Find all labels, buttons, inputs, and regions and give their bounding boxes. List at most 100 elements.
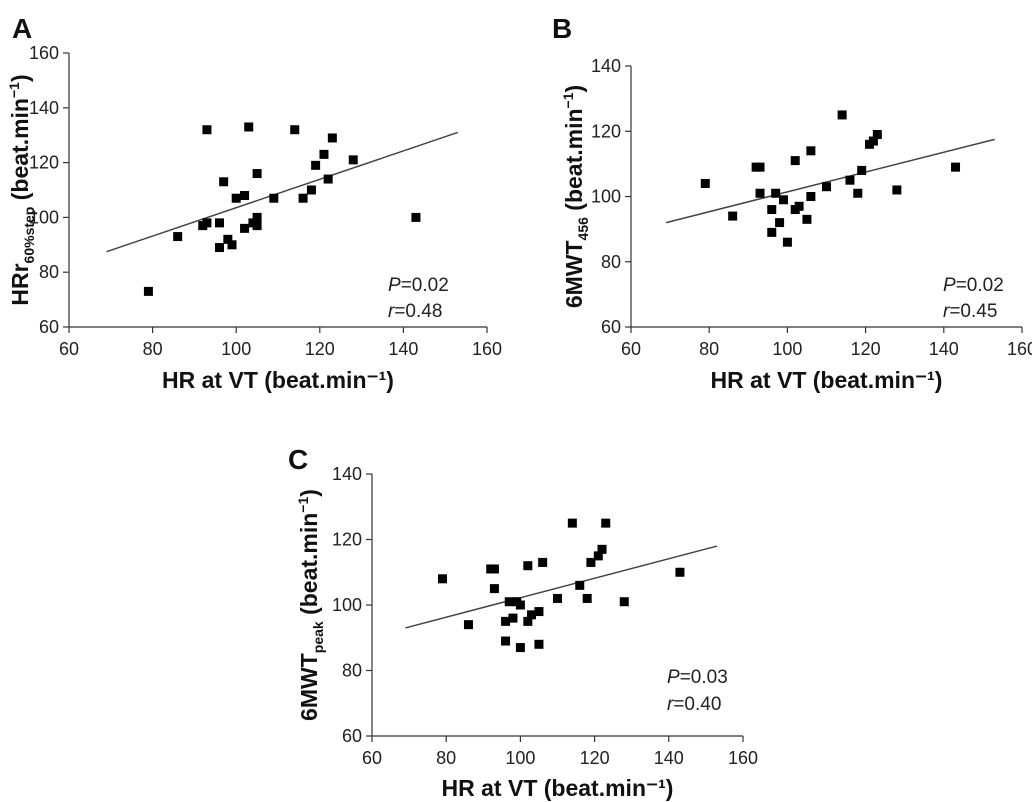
data-point (173, 232, 183, 242)
data-point (538, 557, 548, 567)
y-axis-title: 6MWTpeak (beat.min−1) (295, 489, 326, 721)
y-tick-label: 60 (39, 317, 59, 337)
data-point (227, 240, 237, 250)
data-point (252, 169, 262, 179)
x-tick-label: 80 (699, 339, 719, 359)
data-point (771, 188, 781, 198)
x-tick-label: 100 (221, 339, 251, 359)
data-point (269, 193, 279, 203)
data-point (790, 156, 800, 166)
data-point (327, 133, 337, 143)
data-point (202, 125, 212, 135)
data-point (822, 182, 831, 192)
data-point (219, 177, 229, 187)
data-point (143, 286, 153, 296)
data-point (214, 218, 224, 228)
x-tick-label: 100 (772, 339, 802, 359)
data-point (214, 243, 224, 253)
data-point (806, 192, 816, 201)
y-tick-label: 140 (29, 98, 59, 118)
data-point (619, 597, 629, 607)
y-tick-label: 120 (591, 121, 621, 141)
r-value-label: r=0.45 (943, 301, 997, 322)
y-tick-label: 100 (332, 595, 362, 615)
data-point (806, 146, 816, 156)
data-point (553, 593, 562, 603)
data-point (240, 190, 250, 200)
x-tick-label: 60 (621, 339, 641, 359)
data-point (593, 551, 603, 561)
data-point (240, 223, 250, 233)
trendline (405, 545, 718, 629)
data-point (767, 227, 777, 237)
data-point (504, 597, 514, 607)
r-value-label: r=0.40 (667, 694, 721, 715)
x-axis-title: HR at VT (beat.min⁻¹) (162, 367, 394, 393)
data-point (868, 136, 878, 146)
data-point (348, 155, 358, 165)
p-value-label: P=0.03 (667, 667, 728, 688)
panel-letter: C (288, 444, 308, 475)
data-point (675, 567, 685, 577)
data-point (951, 162, 961, 172)
data-point (306, 185, 316, 195)
x-axis-title: HR at VT (beat.min⁻¹) (442, 775, 674, 801)
y-tick-label: 140 (591, 56, 621, 76)
y-tick-label: 80 (601, 252, 621, 272)
data-point (767, 205, 777, 215)
data-point (527, 610, 537, 620)
data-point (575, 580, 585, 590)
panel-letter: A (12, 13, 32, 44)
y-tick-label: 100 (591, 187, 621, 207)
x-tick-label: 60 (59, 339, 79, 359)
x-tick-label: 160 (472, 339, 502, 359)
data-point (586, 557, 596, 567)
x-tick-label: 160 (728, 748, 758, 768)
p-value-label: P=0.02 (388, 275, 449, 296)
data-point (582, 593, 592, 603)
x-tick-label: 120 (305, 339, 335, 359)
p-value-label: P=0.02 (943, 275, 1004, 296)
data-point (323, 174, 333, 184)
y-tick-label: 120 (29, 153, 59, 173)
y-axis-title: HRr60%step (beat.min−1) (6, 74, 37, 305)
data-point (802, 214, 812, 224)
data-point (508, 613, 518, 623)
data-point (534, 607, 544, 617)
data-point (223, 234, 233, 244)
data-point (534, 639, 544, 649)
data-point (298, 193, 308, 203)
panel-letter: B (552, 13, 572, 44)
trendline (106, 131, 458, 253)
x-tick-label: 80 (143, 339, 163, 359)
data-point (319, 149, 329, 159)
data-point (700, 178, 710, 188)
r-value-label: r=0.48 (388, 301, 442, 322)
data-point (853, 188, 863, 198)
x-tick-label: 140 (388, 339, 418, 359)
data-point (515, 600, 525, 610)
panel-a: A 60 80 100 120 140 160 60 80 100 120 140 160 HR at V… (6, 13, 502, 393)
panel-c: C 60 80 100 120 140 160 60 80 100 120 140 HR at VT (… (288, 444, 758, 801)
data-point (501, 616, 511, 626)
y-tick-label: 100 (29, 207, 59, 227)
data-point (601, 518, 611, 528)
x-tick-label: 140 (654, 748, 684, 768)
data-point (755, 188, 765, 198)
x-tick-label: 120 (851, 339, 881, 359)
data-point (775, 218, 785, 228)
y-tick-label: 80 (342, 661, 362, 681)
data-point (567, 518, 577, 528)
x-tick-label: 100 (505, 748, 535, 768)
data-point (794, 201, 804, 211)
panel-b: B 60 80 100 120 140 160 60 80 100 120 140 HR at VT (… (552, 13, 1032, 393)
data-point (202, 218, 212, 228)
data-point (411, 212, 421, 222)
y-tick-label: 80 (39, 262, 59, 282)
x-tick-label: 160 (1007, 339, 1032, 359)
data-point (892, 185, 902, 195)
data-point (437, 574, 447, 584)
data-point (755, 162, 765, 172)
data-point (489, 584, 499, 594)
data-point (515, 643, 525, 653)
